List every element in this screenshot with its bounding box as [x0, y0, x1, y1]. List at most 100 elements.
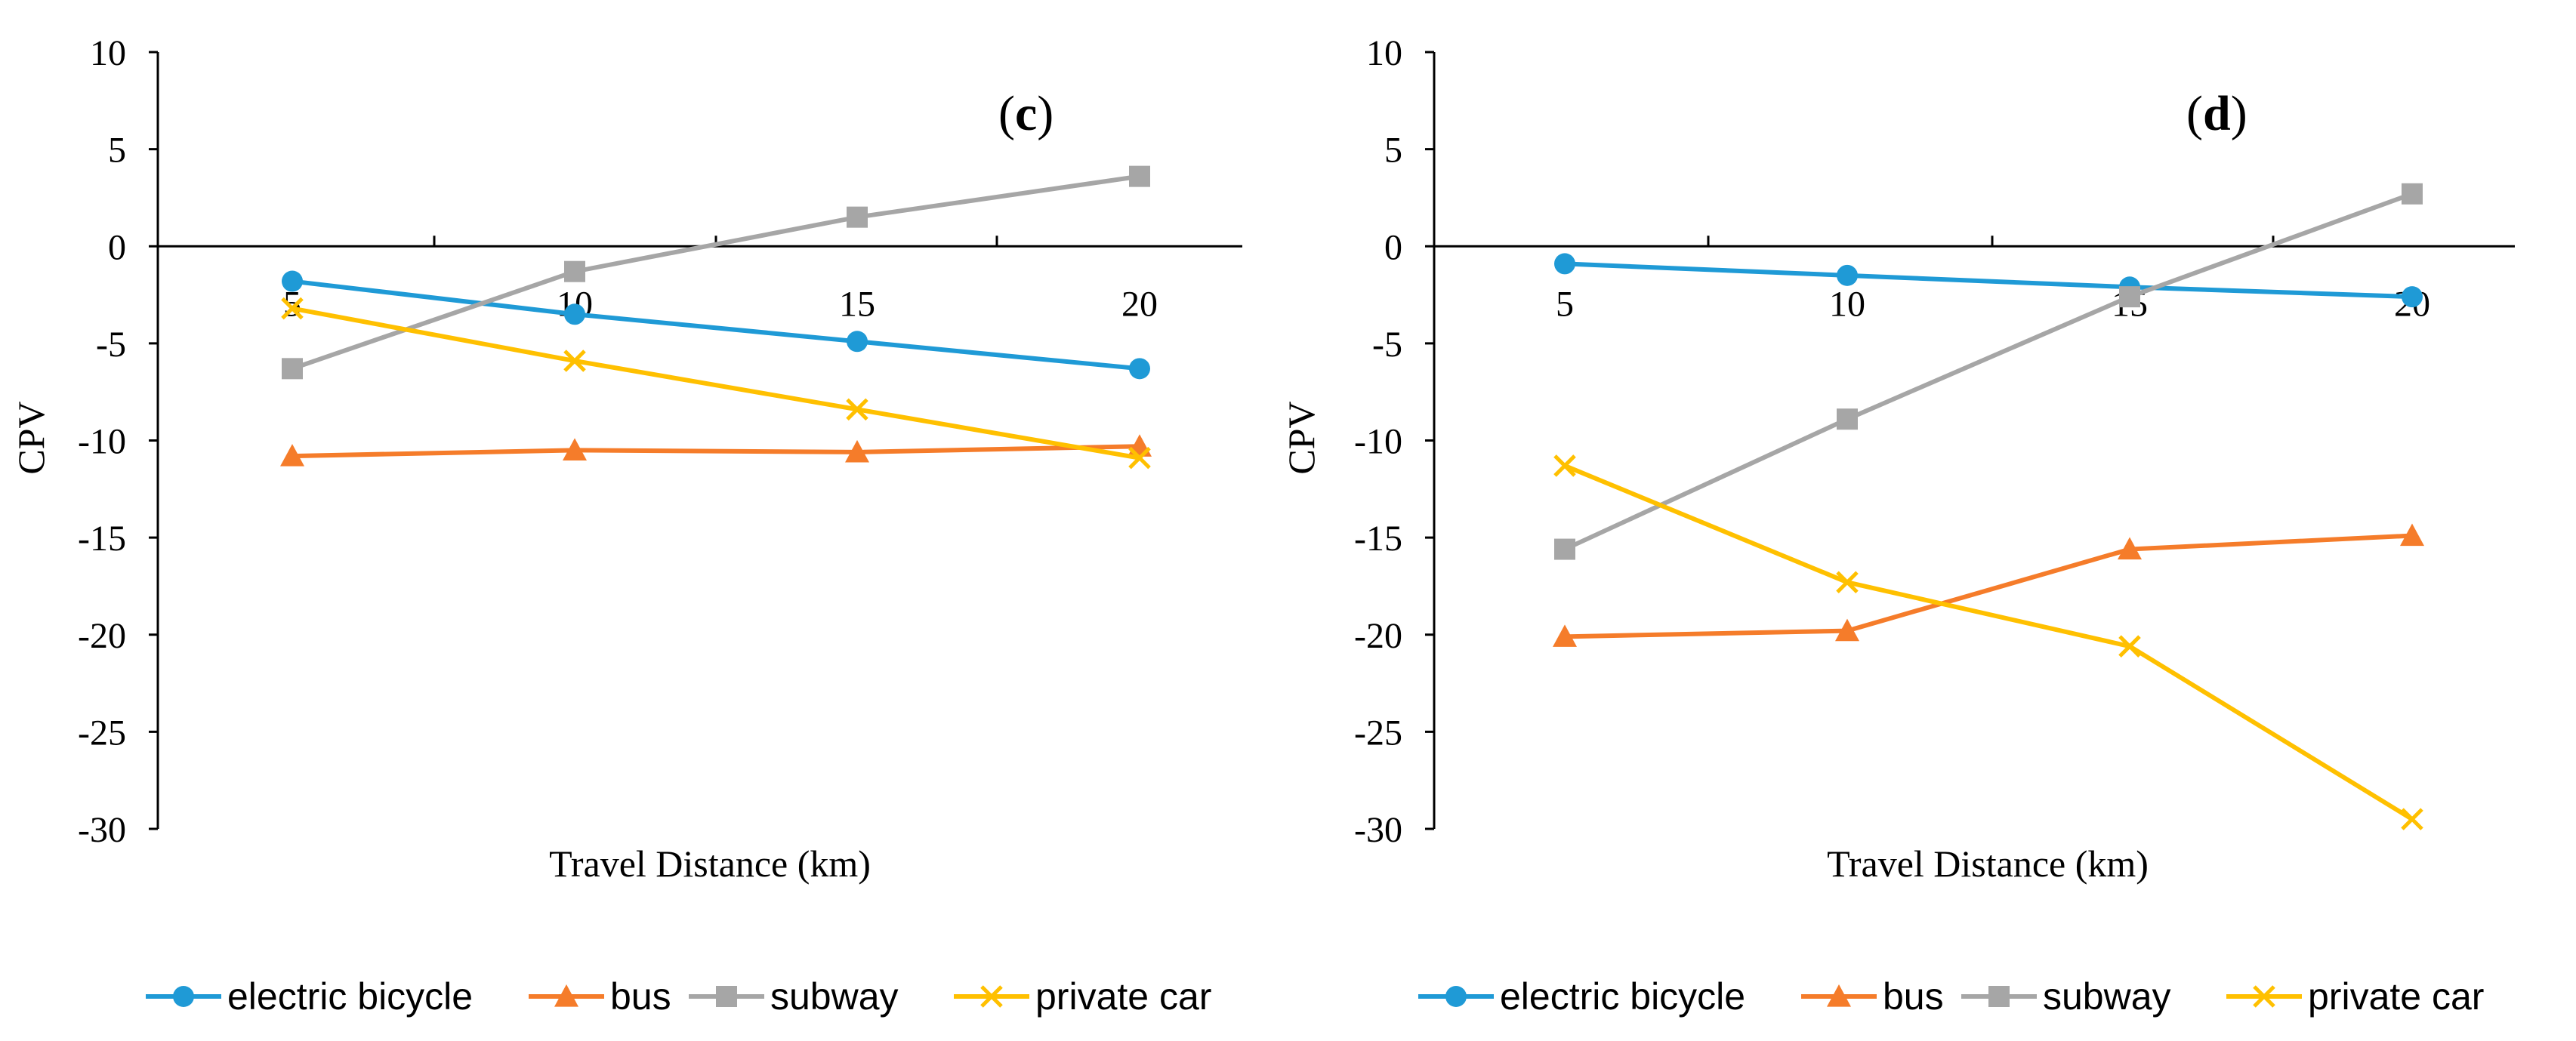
- data-point: [845, 439, 869, 463]
- legend-item: subway: [689, 975, 899, 1018]
- y-tick-label: -20: [1354, 616, 1402, 656]
- legend: electric bicycle bus subway private car: [146, 975, 1211, 1018]
- legend-swatch-marker: [173, 986, 194, 1007]
- x-tick-label: 20: [1121, 284, 1158, 324]
- data-point: [847, 206, 868, 228]
- y-tick-label: 0: [1384, 227, 1402, 267]
- series-private-car: [1553, 454, 2423, 830]
- data-point: [2118, 635, 2141, 658]
- legend-label: private car: [2308, 975, 2484, 1018]
- y-tick-label: 0: [108, 227, 126, 267]
- series-line: [1563, 191, 2414, 552]
- y-tick-label: 10: [1366, 33, 1402, 73]
- legend-swatch-marker: [2253, 985, 2275, 1008]
- series-line: [292, 174, 1140, 371]
- legend-item: electric bicycle: [146, 975, 473, 1018]
- legend-label: bus: [1883, 975, 1944, 1018]
- y-tick-label: 10: [90, 33, 126, 73]
- y-tick-label: 5: [1384, 131, 1402, 171]
- data-point: [564, 303, 585, 325]
- legend-label: subway: [770, 975, 899, 1018]
- legend-label: private car: [1035, 975, 1211, 1018]
- legend-swatch-marker: [554, 984, 578, 1007]
- data-point: [282, 358, 303, 380]
- data-point: [847, 331, 868, 353]
- panel-label: (c): [998, 86, 1054, 141]
- legend-label: bus: [610, 975, 671, 1018]
- legend-swatch-marker: [1988, 986, 2010, 1007]
- y-tick-label: -5: [1372, 325, 1402, 365]
- panel-label: (d): [2186, 86, 2247, 141]
- series-line: [1563, 464, 2414, 821]
- data-point: [2119, 286, 2140, 308]
- y-axis-title: CPV: [1280, 401, 1322, 474]
- y-tick-label: -15: [1354, 519, 1402, 559]
- data-point: [280, 444, 304, 467]
- legend-item: electric bicycle: [1418, 975, 1745, 1018]
- legend: electric bicycle bus subway private car: [1418, 975, 2484, 1018]
- data-point: [2401, 808, 2423, 830]
- y-tick-label: -25: [1354, 713, 1402, 753]
- data-point: [281, 297, 304, 320]
- data-point: [2118, 537, 2142, 560]
- x-axis-title: Travel Distance (km): [549, 842, 871, 885]
- data-point: [1554, 538, 1575, 560]
- y-tick-label: -15: [78, 519, 126, 559]
- data-point: [2402, 286, 2423, 308]
- data-point: [1836, 571, 1859, 594]
- legend-item: private car: [2226, 975, 2484, 1018]
- data-point: [564, 260, 585, 282]
- y-tick-label: -25: [78, 713, 126, 753]
- series-private-car: [281, 297, 1151, 470]
- data-point: [1553, 454, 1576, 477]
- legend-item: private car: [954, 975, 1211, 1018]
- legend-item: bus: [529, 975, 671, 1018]
- x-tick-label: 10: [1829, 284, 1865, 324]
- series-subway: [282, 165, 1150, 380]
- data-point: [846, 398, 868, 421]
- x-axis-title: Travel Distance (km): [1827, 842, 2149, 885]
- y-tick-label: -10: [1354, 422, 1402, 462]
- series-electric-bicycle: [1554, 253, 2423, 308]
- data-point: [1129, 358, 1150, 380]
- y-tick-label: -30: [78, 810, 126, 850]
- data-point: [1553, 624, 1577, 647]
- series-line: [1564, 261, 2413, 300]
- legend-swatch-marker: [1445, 986, 1467, 1007]
- data-point: [2402, 183, 2423, 205]
- series-line: [292, 444, 1140, 459]
- legend-swatch-marker: [980, 985, 1003, 1008]
- y-tick-label: 5: [108, 131, 126, 171]
- data-point: [282, 270, 303, 292]
- legend-label: electric bicycle: [1500, 975, 1745, 1018]
- series-bus: [280, 434, 1152, 467]
- data-point: [1837, 264, 1858, 286]
- legend-label: subway: [2043, 975, 2171, 1018]
- series-subway: [1554, 183, 2423, 560]
- y-axis-title: CPV: [10, 401, 52, 474]
- legend-label: electric bicycle: [227, 975, 473, 1018]
- series-line: [292, 306, 1140, 460]
- data-point: [1835, 618, 1859, 642]
- data-point: [1837, 408, 1858, 430]
- x-tick-label: 15: [839, 284, 875, 324]
- legend-item: bus: [1801, 975, 1944, 1018]
- data-point: [563, 350, 586, 372]
- data-point: [1128, 446, 1151, 470]
- legend-swatch-marker: [1827, 984, 1851, 1007]
- series-line: [292, 279, 1140, 371]
- y-tick-label: -30: [1354, 810, 1402, 850]
- y-tick-label: -20: [78, 616, 126, 656]
- series-bus: [1553, 523, 2424, 647]
- data-point: [563, 438, 587, 460]
- series-electric-bicycle: [282, 270, 1150, 380]
- data-point: [1554, 253, 1575, 275]
- x-tick-label: 5: [1556, 284, 1574, 324]
- data-point: [1129, 165, 1150, 187]
- series-line: [1564, 533, 2413, 639]
- legend-item: subway: [1961, 975, 2171, 1018]
- y-tick-label: -5: [96, 325, 126, 365]
